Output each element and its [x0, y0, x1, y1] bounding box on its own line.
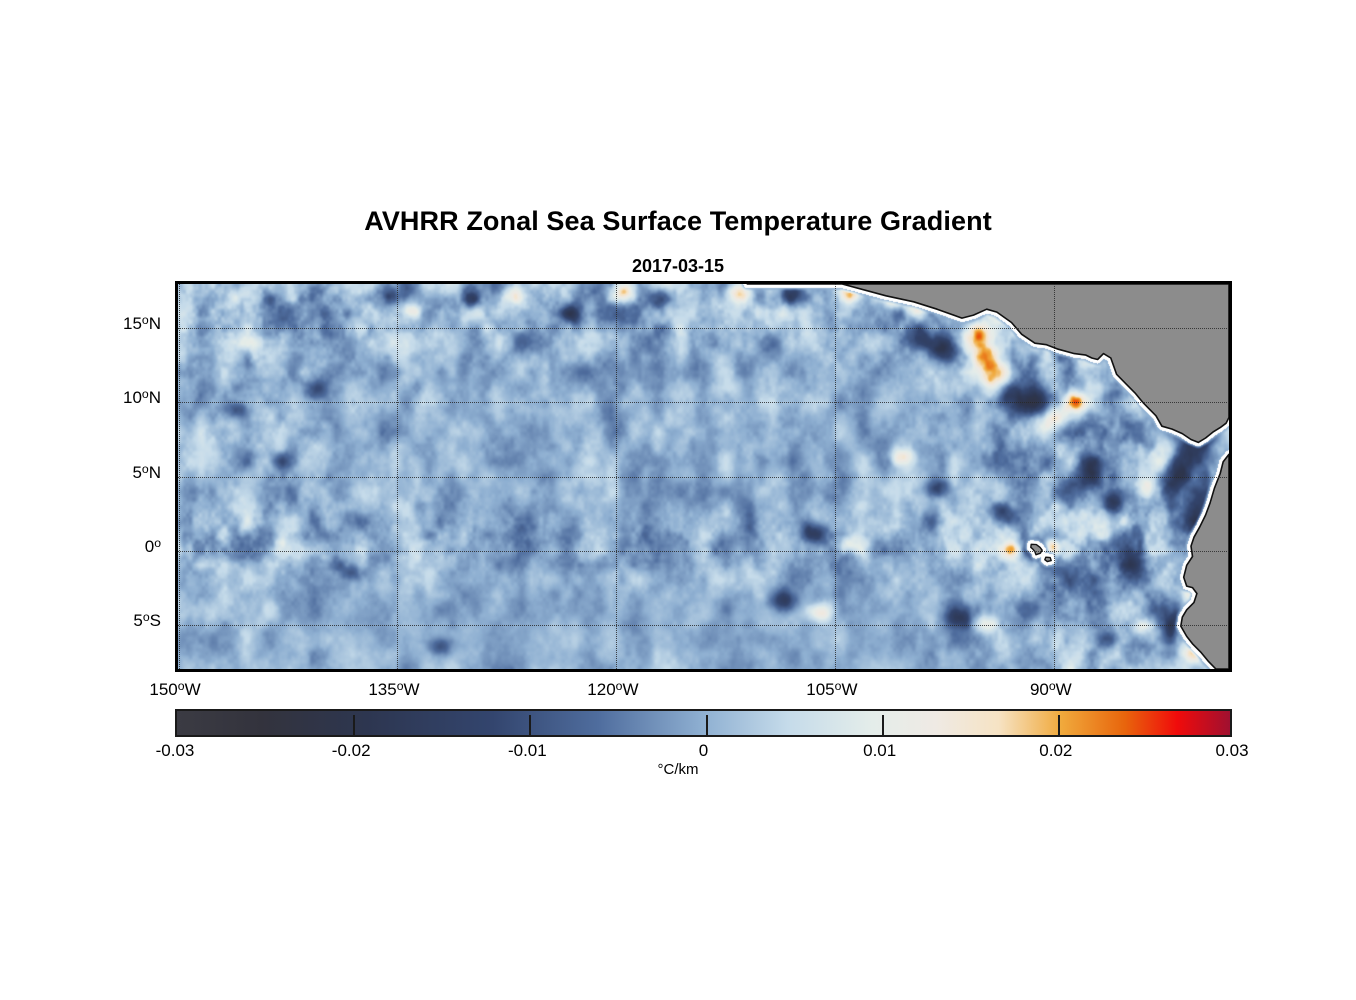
xtick-90°W [1054, 669, 1057, 672]
xtick-135°W [397, 669, 400, 672]
ytick-10°N [175, 402, 178, 405]
coastline-galapagos-isabela [1030, 543, 1043, 556]
ytick-0° [175, 551, 178, 554]
figure-subtitle: 2017-03-15 [631, 256, 725, 276]
y-axis-tick-label: 10oN [122, 387, 161, 408]
colorbar-tick-0 [705, 715, 708, 735]
coastline-south-america [1179, 453, 1229, 669]
colorbar-tick-label: -0.03 [155, 741, 195, 760]
ytick-5°N [175, 477, 178, 480]
colorbar-tick--0.01 [529, 715, 532, 735]
coastline-north-america-mexico-centralamerica [746, 284, 1229, 444]
y-axis-tick-label: 0o [144, 535, 161, 556]
gridline-lat-5°N [178, 476, 1229, 478]
xtick-105°W [835, 669, 838, 672]
figure-title: AVHRR Zonal Sea Surface Temperature Grad… [364, 206, 992, 236]
gridline-lon-135°W [396, 284, 398, 669]
gridline-lon-105°W [834, 284, 836, 669]
xtick-150°W [178, 669, 181, 672]
gridline-lon-150°W [179, 284, 180, 669]
coastline-overlay [746, 284, 1229, 669]
colorbar-tick-label: 0.03 [1215, 741, 1249, 760]
colorbar-tick-label: 0.02 [1039, 741, 1073, 760]
colorbar-tick-label: 0 [698, 741, 709, 760]
x-axis-tick-label: 150oW [149, 678, 201, 699]
gridline-lat-0° [178, 550, 1229, 552]
x-axis-tick-label: 105oW [806, 678, 858, 699]
ytick-15°N [175, 328, 178, 331]
map-axes[interactable] [175, 281, 1232, 672]
gridline-lat-15°N [178, 328, 1229, 330]
ytick-5°S [175, 625, 178, 628]
colorbar-units-label: °C/km [657, 761, 699, 778]
gridline-lat-10°N [178, 402, 1229, 404]
colorbar-tick-0.02 [1057, 715, 1060, 735]
x-axis-tick-label: 90oW [1029, 678, 1072, 699]
coastline-galapagos-santacruz [1044, 556, 1052, 563]
gridline-lon-90°W [1053, 284, 1055, 669]
colorbar-gradient [177, 711, 1230, 735]
y-axis-tick-label: 5oS [133, 609, 161, 630]
colorbar-tick-label: 0.01 [863, 741, 897, 760]
xtick-120°W [616, 669, 619, 672]
colorbar[interactable] [175, 709, 1232, 737]
colorbar-tick-label: -0.02 [331, 741, 371, 760]
gridline-lat-5°S [178, 624, 1229, 626]
colorbar-tick-0.01 [881, 715, 884, 735]
y-axis-tick-label: 5oN [132, 461, 161, 482]
gridline-lon-120°W [615, 284, 617, 669]
y-axis-tick-label: 15oN [122, 313, 161, 334]
x-axis-tick-label: 135oW [368, 678, 420, 699]
colorbar-tick--0.02 [353, 715, 356, 735]
colorbar-tick-label: -0.01 [507, 741, 547, 760]
x-axis-tick-label: 120oW [587, 678, 639, 699]
